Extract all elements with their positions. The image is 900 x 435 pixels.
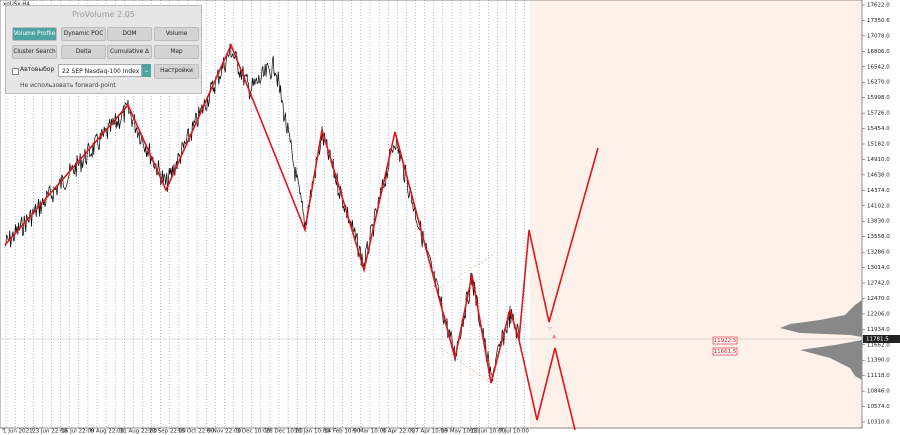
price-label: 15998.0	[867, 95, 890, 101]
price-label: 14638.0	[867, 172, 890, 178]
level-tag: 11661.5	[714, 349, 737, 355]
button[interactable]: DOM	[107, 27, 152, 41]
instrument-select[interactable]: 22 SEP Nasdaq-100 Index	[58, 64, 142, 77]
price-label: 17078.0	[867, 33, 890, 39]
price-label: 10310.0	[867, 420, 890, 426]
button[interactable]: Map	[154, 45, 199, 59]
price-label: 11390.0	[867, 358, 890, 364]
price-label: 13830.0	[867, 219, 890, 225]
price-label: 11118.0	[867, 373, 890, 379]
volume-profile	[800, 340, 862, 380]
time-label: 3 Dec 10:00	[237, 429, 271, 435]
price-label: 17622.0	[867, 3, 890, 9]
checkbox[interactable]	[12, 68, 19, 75]
price-label: 14102.0	[867, 203, 890, 209]
time-label: 23 Jun 22:00	[32, 429, 67, 435]
dropdown-arrow[interactable]: ⌄	[142, 64, 151, 77]
time-label: 14 Feb 10:00	[324, 429, 361, 435]
button[interactable]: Настройки	[154, 64, 199, 79]
marker: ▽	[548, 327, 553, 333]
panel-title: ProVolume 2.05	[72, 10, 135, 19]
button[interactable]: Cumulative Δ	[107, 45, 152, 59]
button[interactable]: Volume Profile	[12, 27, 57, 41]
volume-profile	[780, 300, 862, 337]
price-label: 15726.0	[867, 111, 890, 117]
price-label: 12470.0	[867, 296, 890, 302]
current-price: 11781.5	[866, 337, 889, 343]
button[interactable]: Dynamic POC	[61, 27, 106, 41]
time-label: 31 Aug 22:00	[120, 429, 158, 435]
plot-frame	[0, 0, 863, 429]
marker: ▲	[552, 334, 557, 340]
checkbox-label: Автовыбор	[20, 66, 55, 73]
zigzag-projection	[518, 339, 576, 431]
zigzag	[4, 42, 599, 384]
button[interactable]: Volume	[154, 27, 199, 41]
time-label: 19 May 10:00	[441, 429, 479, 435]
price-label: 14374.0	[867, 188, 890, 194]
button[interactable]: Cluster Search	[12, 45, 57, 59]
time-label: 1 Jun 2021	[3, 429, 33, 435]
time-label: 16 Jul 22:00	[61, 429, 94, 435]
level-tag-box	[712, 347, 738, 356]
price-label: 15454.0	[867, 126, 890, 132]
time-label: 9 Mar 10:00	[353, 429, 387, 435]
price-label: 11662.0	[867, 342, 890, 348]
price-label: 14910.0	[867, 157, 890, 163]
time-label: 27 Apr 10:00	[412, 429, 448, 435]
current-price-box	[863, 335, 900, 343]
time-label: 23 Sep 22:00	[149, 429, 186, 435]
time-label: 9 Aug 22:00	[91, 429, 125, 435]
future-area	[530, 0, 862, 428]
button[interactable]: Delta	[61, 45, 106, 59]
price-label: 12742.0	[867, 281, 890, 287]
price-label: 16806.0	[867, 49, 890, 55]
time-label: 15 Oct 22:00	[178, 429, 214, 435]
time-label: 9 Nov 22:00	[207, 429, 241, 435]
symbol: xnUSx,H4	[3, 2, 30, 8]
channel	[436, 344, 492, 384]
channel	[436, 254, 494, 291]
level-tag-box	[712, 336, 738, 345]
price-series	[4, 43, 520, 382]
level-tag: 11922.5	[714, 338, 737, 344]
axes: 17622.0 17350.6 17078.0 16806.0 16542.0 16270…	[2, 3, 890, 435]
price-label: 13014.0	[867, 265, 890, 271]
time-label: 7 Jul 10:00	[499, 429, 529, 435]
price-label: 10846.0	[867, 389, 890, 395]
time-label: 21 Jan 10:00	[295, 429, 330, 435]
price-label: 13286.0	[867, 250, 890, 256]
price-label: 16542.0	[867, 64, 890, 70]
price-label: 17350.6	[867, 18, 890, 24]
provolume-panel: ProVolume 2.05 Volume Profile Dynamic PO…	[5, 5, 202, 94]
forward-point-option[interactable]: Не использовать forward-point	[20, 82, 116, 89]
time-label: 13 Jun 10:00	[470, 429, 505, 435]
time-label: 28 Dec 10:00	[266, 429, 303, 435]
price-label: 10574.0	[867, 404, 890, 410]
price-label: 12206.0	[867, 311, 890, 317]
price-label: 16270.0	[867, 80, 890, 86]
price-label: 13558.0	[867, 234, 890, 240]
price-label: 11934.0	[867, 327, 890, 333]
price-label: 15182.0	[867, 142, 890, 148]
time-label: 1 Apr 22:00	[383, 429, 416, 435]
